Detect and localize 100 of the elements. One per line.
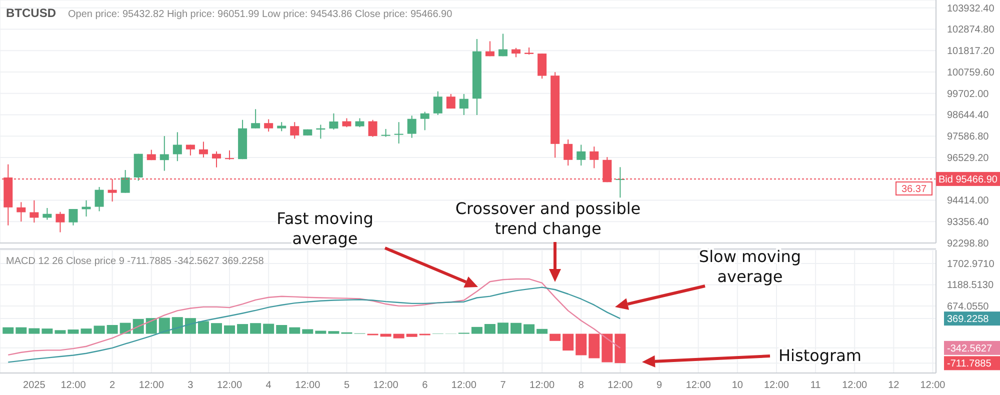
- candlestick: [172, 132, 182, 162]
- y-tick-label: 97586.80: [947, 132, 990, 143]
- candlestick: [56, 211, 65, 233]
- bar: [2, 327, 14, 334]
- y-tick-label: 96529.20: [947, 152, 990, 164]
- y-tick-label: 92298.80: [947, 238, 990, 250]
- bar: [120, 322, 131, 334]
- x-tick-label: 12:00: [60, 380, 86, 392]
- candlestick: [186, 144, 195, 156]
- candlestick: [446, 93, 456, 110]
- x-tick-label: 12:00: [530, 380, 556, 392]
- x-tick-label: 2: [110, 380, 116, 392]
- bar: [393, 334, 404, 338]
- candlestick: [538, 53, 547, 80]
- bar: [224, 325, 236, 334]
- annotation: Fast moving average: [276, 209, 374, 248]
- bar: [146, 318, 157, 334]
- y-tick-label: 93356.40: [947, 217, 990, 228]
- x-tick-label: 5: [344, 380, 350, 392]
- x-tick-label: 12:00: [217, 380, 242, 392]
- bar: [550, 334, 561, 341]
- annotation: Slow moving average: [698, 247, 802, 286]
- bar: [524, 324, 535, 334]
- bar: [315, 330, 326, 334]
- bar: [28, 328, 40, 334]
- bar: [237, 324, 248, 334]
- y-tick-label: 102874.80: [947, 24, 995, 36]
- x-tick-label: 4: [266, 380, 272, 392]
- candlestick: [30, 200, 39, 224]
- candlestick: [42, 208, 52, 220]
- candlestick: [160, 136, 169, 172]
- bar: [106, 324, 118, 334]
- candlestick: [459, 93, 468, 116]
- bar: [471, 326, 482, 334]
- bar: [484, 324, 496, 334]
- bar: [302, 329, 314, 334]
- bar: [172, 317, 183, 334]
- annotation: 36.37: [901, 184, 927, 195]
- candlestick: [94, 186, 104, 212]
- candlestick: [407, 115, 416, 138]
- candlestick: [498, 33, 508, 57]
- y-tick-label: 1702.9710: [947, 259, 995, 270]
- candlestick: [394, 122, 404, 144]
- x-tick-label: 12:00: [451, 380, 477, 392]
- bar: [42, 328, 53, 334]
- x-tick-label: 8: [578, 380, 584, 392]
- bar: [210, 323, 222, 334]
- y-tick-label: 1188.5130: [947, 280, 994, 292]
- bar: [16, 327, 27, 334]
- text: BTCUSD: [6, 6, 56, 20]
- bar: [562, 334, 574, 351]
- bar: [132, 319, 144, 334]
- bar: [250, 323, 262, 334]
- candlestick: [212, 150, 221, 168]
- line-series: [8, 278, 621, 356]
- y-tick-label: 100759.60: [947, 67, 995, 78]
- x-tick-label: 9: [656, 380, 662, 392]
- candlestick: [134, 153, 143, 182]
- x-tick-label: 12: [888, 380, 900, 392]
- x-tick-label: 7: [500, 380, 506, 392]
- bar: [198, 321, 209, 334]
- text: MACD 12 26 Close price 9 -711.7885 -342.5627 369.2258: [6, 256, 264, 267]
- y-tick-label: 369.2258: [947, 314, 990, 326]
- bar: [184, 318, 196, 334]
- candlestick: [68, 208, 78, 226]
- x-tick-label: 11: [810, 380, 822, 392]
- bar: [406, 334, 418, 337]
- x-tick-label: 10: [732, 380, 744, 392]
- bar: [588, 334, 600, 358]
- x-tick-label: 12:00: [842, 380, 868, 392]
- x-tick-label: 12:00: [764, 380, 790, 392]
- x-tick-label: 6: [422, 380, 428, 392]
- candlestick: [576, 144, 586, 166]
- x-tick-label: 12:00: [686, 380, 712, 392]
- y-tick-label: 98644.40: [947, 110, 990, 122]
- bar: [158, 318, 170, 334]
- bar: [289, 327, 300, 334]
- bar: [54, 330, 66, 334]
- x-tick-label: 12:00: [138, 380, 164, 392]
- ref-line-label: Bid 95466.90: [938, 174, 998, 186]
- candlestick: [290, 122, 300, 140]
- candlestick: [433, 90, 442, 116]
- candlestick: [564, 138, 573, 166]
- y-tick-label: 94414.00: [947, 196, 990, 207]
- bar: [80, 328, 92, 334]
- candlestick: [120, 170, 130, 194]
- bar: [276, 324, 288, 334]
- candlestick: [512, 47, 521, 58]
- candlestick: [420, 111, 430, 131]
- candlestick: [198, 141, 208, 158]
- bar: [497, 322, 508, 334]
- candlestick: [225, 150, 234, 160]
- candlestick: [251, 108, 260, 129]
- y-tick-label: -342.5627: [947, 343, 992, 354]
- candlestick: [590, 146, 599, 169]
- candlestick: [277, 122, 286, 132]
- bar: [328, 331, 340, 334]
- x-tick-label: 12:00: [295, 380, 321, 392]
- annotation: Histogram: [778, 346, 862, 365]
- candlestick: [329, 112, 338, 130]
